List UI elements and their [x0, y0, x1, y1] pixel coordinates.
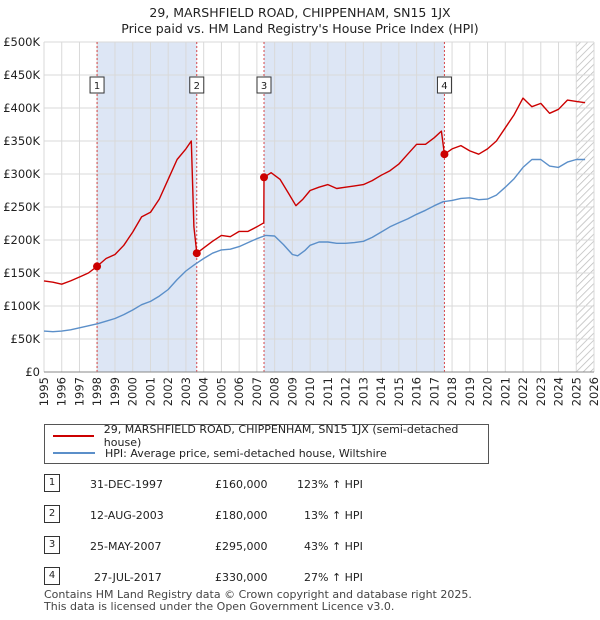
hpi-series-line: [43, 158, 586, 333]
legend-property-line: [53, 435, 94, 437]
x-tick-label: 2026: [587, 377, 600, 406]
x-tick-label: 2025: [569, 377, 583, 406]
sale-date: 12-AUG-2003: [90, 509, 164, 522]
footer-copyright: Contains HM Land Registry data © Crown c…: [44, 588, 472, 601]
sale-hpi-change: 13% ↑ HPI: [304, 509, 363, 522]
sale-price: £160,000: [215, 478, 268, 491]
x-tick-label: 2022: [516, 377, 530, 406]
legend-hpi: HPI: Average price, semi-detached house,…: [53, 445, 387, 461]
sale-row: 3 25-MAY-2007 £295,000 43% ↑ HPI: [44, 536, 464, 556]
x-tick-label: 2011: [321, 377, 335, 406]
legend-hpi-line: [53, 452, 95, 454]
x-tick-label: 1999: [108, 377, 122, 406]
x-tick-label: 2019: [463, 377, 477, 406]
x-tick-label: 2023: [534, 377, 548, 406]
x-tick-label: 1997: [72, 377, 86, 406]
sale-row: 1 31-DEC-1997 £160,000 123% ↑ HPI: [44, 474, 464, 494]
x-tick-label: 2008: [268, 377, 282, 406]
sale-price: £295,000: [215, 540, 268, 553]
sale-hpi-change: 123% ↑ HPI: [297, 478, 363, 491]
x-tick-label: 2016: [410, 377, 424, 406]
y-tick-label: £100K: [3, 299, 40, 313]
x-tick-label: 2017: [427, 377, 441, 406]
y-tick-label: £450K: [3, 68, 40, 82]
sale-hpi-change: 27% ↑ HPI: [304, 571, 363, 584]
sale-point: [192, 249, 201, 258]
sale-label-text: 3: [261, 81, 267, 92]
sale-date: 25-MAY-2007: [90, 540, 162, 553]
property-series-line: [43, 97, 586, 285]
x-tick-label: 2020: [481, 377, 495, 406]
x-tick-label: 2024: [552, 377, 566, 406]
x-tick-label: 2005: [214, 377, 228, 406]
legend-property: 29, MARSHFIELD ROAD, CHIPPENHAM, SN15 1J…: [53, 423, 488, 449]
x-tick-label: 2009: [285, 377, 299, 406]
y-tick-label: £200K: [3, 233, 40, 247]
sale-label-text: 4: [441, 81, 447, 92]
sale-label-text: 1: [94, 81, 100, 92]
x-tick-label: 2013: [356, 377, 370, 406]
y-tick-label: £150K: [3, 266, 40, 280]
x-tick-label: 1995: [37, 377, 51, 406]
price-chart: 1 2 3 4 £0 £50K £100K £150K £200K £250K £300K £350K…: [3, 35, 600, 406]
y-tick-label: £250K: [3, 200, 40, 214]
legend: 29, MARSHFIELD ROAD, CHIPPENHAM, SN15 1J…: [44, 423, 489, 464]
x-tick-label: 2003: [179, 377, 193, 406]
x-tick-label: 2015: [392, 377, 406, 406]
legend-hpi-label: HPI: Average price, semi-detached house,…: [105, 446, 387, 460]
sale-date: 31-DEC-1997: [90, 478, 164, 491]
sale-number-badge: 3: [44, 536, 60, 554]
x-tick-label: 2006: [232, 377, 246, 406]
y-tick-label: £400K: [3, 101, 40, 115]
x-tick-label: 2018: [445, 377, 459, 406]
sale-point: [260, 173, 268, 182]
sale-number-badge: 4: [44, 567, 60, 585]
footer-licence: This data is licensed under the Open Gov…: [44, 600, 395, 613]
y-tick-label: £50K: [11, 332, 41, 346]
x-tick-label: 2007: [250, 377, 264, 406]
chart-title-line1: 29, MARSHFIELD ROAD, CHIPPENHAM, SN15 1J…: [149, 5, 451, 20]
x-tick-label: 2021: [498, 377, 512, 406]
x-tick-label: 2012: [339, 377, 353, 406]
x-tick-label: 2002: [161, 377, 175, 406]
x-tick-label: 2000: [126, 377, 140, 406]
y-tick-label: £0: [25, 365, 40, 379]
sale-label-box: [256, 76, 272, 94]
sale-point: [93, 262, 102, 271]
sale-point: [440, 150, 449, 159]
chart-title-line2: Price paid vs. HM Land Registry's House …: [121, 21, 479, 36]
sale-hpi-change: 43% ↑ HPI: [304, 540, 363, 553]
sale-number-badge: 2: [44, 505, 60, 523]
sale-label-box: [89, 76, 105, 94]
footer: Contains HM Land Registry data © Crown c…: [44, 589, 472, 613]
sale-label-box: [189, 76, 205, 94]
y-tick-label: £350K: [3, 134, 40, 148]
sale-price: £330,000: [215, 571, 268, 584]
legend-property-label: 29, MARSHFIELD ROAD, CHIPPENHAM, SN15 1J…: [103, 423, 459, 449]
sale-row: 4 27-JUL-2017 £330,000 27% ↑ HPI: [44, 567, 464, 587]
x-tick-label: 2014: [374, 377, 388, 406]
x-tick-label: 2010: [303, 377, 317, 406]
sale-number-badge: 1: [44, 474, 60, 492]
sale-date: 27-JUL-2017: [94, 571, 162, 584]
x-tick-label: 1998: [90, 377, 104, 406]
sale-label-text: 2: [194, 81, 200, 92]
x-tick-label: 2004: [197, 377, 211, 406]
x-tick-label: 1996: [55, 377, 69, 406]
sale-label-box: [436, 76, 452, 94]
sale-price: £180,000: [215, 509, 268, 522]
y-tick-label: £300K: [3, 167, 40, 181]
y-tick-label: £500K: [3, 35, 40, 49]
sale-row: 2 12-AUG-2003 £180,000 13% ↑ HPI: [44, 505, 464, 525]
x-tick-label: 2001: [143, 377, 157, 406]
